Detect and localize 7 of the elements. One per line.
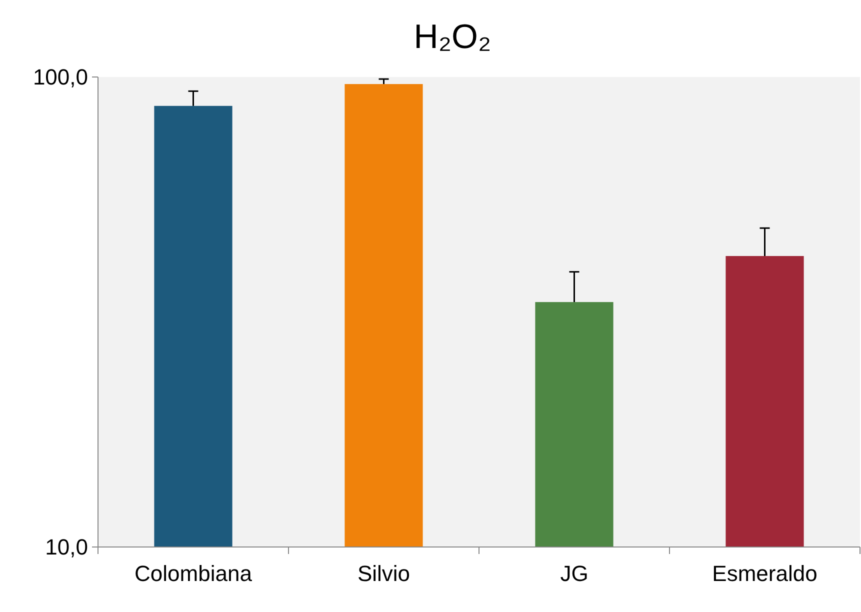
chart-title: H₂O₂ xyxy=(414,18,492,56)
x-tick-label: Esmeraldo xyxy=(712,561,818,586)
y-tick-label: 100,0 xyxy=(32,64,88,90)
x-tick-label: JG xyxy=(560,561,588,586)
x-tick-label: Silvio xyxy=(357,561,410,586)
x-tick-label: Colombiana xyxy=(134,561,253,586)
y-tick-label: 10,0 xyxy=(45,534,88,560)
